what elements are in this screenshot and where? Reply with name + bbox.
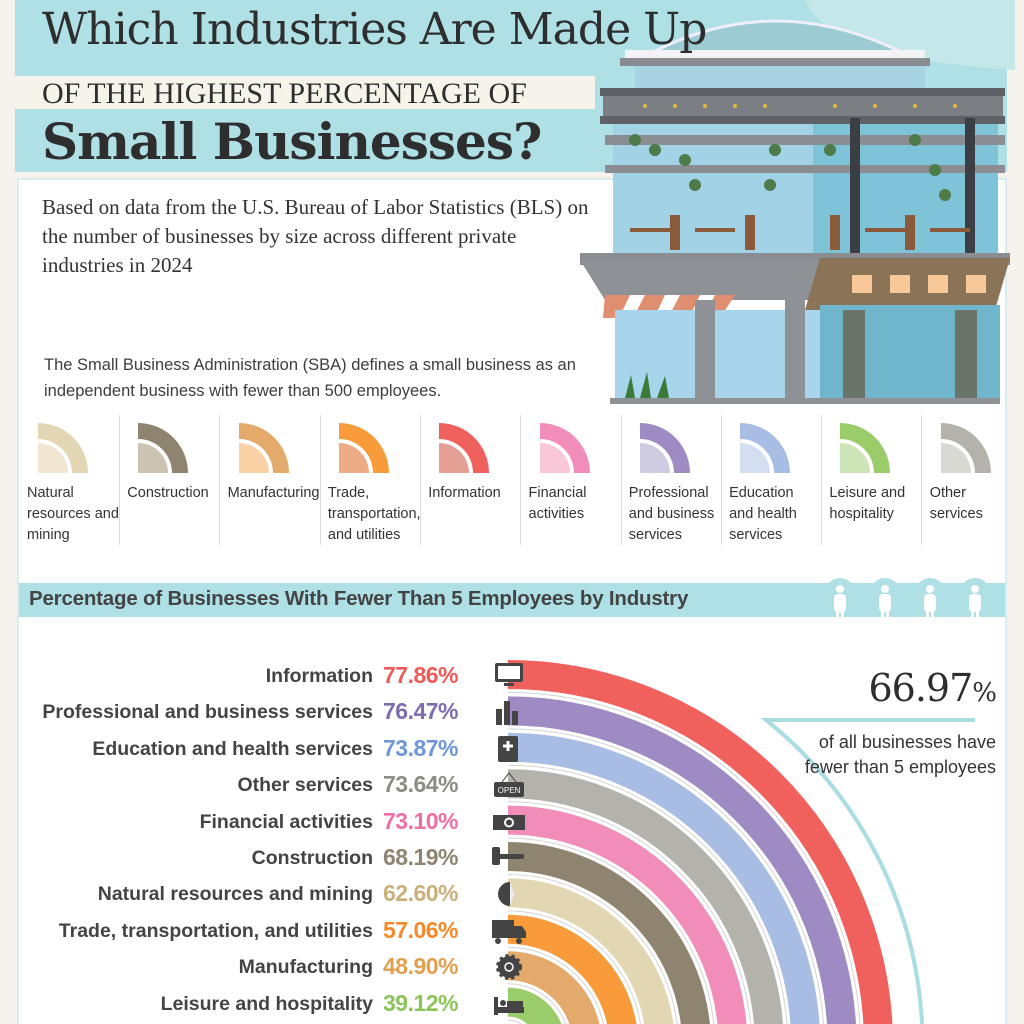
arc-bar <box>507 660 893 1024</box>
legend-item: Leisure and hospitality <box>822 415 923 545</box>
overall-note: of all businesses have fewer than 5 empl… <box>804 732 996 777</box>
legend-label: Leisure and hospitality <box>829 485 906 522</box>
quarter-arc-icon <box>138 423 189 473</box>
title-line-2: OF THE HIGHEST PERCENTAGE OF <box>42 77 527 110</box>
category-label: Financial activities <box>199 810 373 833</box>
medical-book-icon <box>498 735 518 762</box>
arc-bar <box>507 914 637 1024</box>
person-icon <box>960 578 990 620</box>
arc-divider <box>507 728 824 1024</box>
person-icon <box>825 578 855 620</box>
legend-item: Trade, transportation, and utilities <box>321 415 421 545</box>
arc-bar <box>507 769 783 1024</box>
title-line-3: Small Businesses? <box>42 112 542 171</box>
monitor-icon <box>495 663 523 686</box>
bed-icon <box>494 996 524 1015</box>
overall-percentage: 66.97% <box>820 666 997 710</box>
drop-icon <box>498 882 514 907</box>
arc-divider <box>507 1019 523 1024</box>
legend-label: Manufacturing <box>227 485 320 501</box>
value-label: 39.12% <box>383 989 459 1016</box>
quarter-arc-icon <box>840 423 891 473</box>
person-icon <box>915 578 945 620</box>
overall-unit: % <box>972 678 997 708</box>
truck-icon <box>492 919 526 944</box>
value-label: 73.87% <box>383 734 459 761</box>
arc-bar <box>507 732 820 1024</box>
value-label: 77.86% <box>383 662 459 688</box>
arc-bar <box>507 696 856 1024</box>
legend-label: Education and health services <box>729 485 797 543</box>
person-icon <box>870 578 900 620</box>
legend-item: Financial activities <box>522 415 622 545</box>
arc-divider <box>507 946 604 1024</box>
bar-chart-icon <box>496 701 518 726</box>
category-label: Information <box>265 665 373 687</box>
legend-label: Other services <box>929 485 983 522</box>
legend-item: Other services <box>923 415 1023 545</box>
value-label: 73.10% <box>383 807 459 834</box>
overall-value: 66.97 <box>868 666 973 710</box>
quarter-arc-icon <box>940 423 991 473</box>
section-title: Percentage of Businesses With Fewer Than… <box>29 587 689 610</box>
arc-bar <box>507 878 674 1024</box>
restaurant-building-illustration <box>580 0 1015 404</box>
arc-divider <box>507 983 567 1024</box>
money-icon <box>493 814 525 830</box>
arc-bar <box>507 805 747 1024</box>
title-line-1: Which Industries Are Made Up <box>42 4 707 55</box>
legend-label: Natural resources and mining <box>27 485 119 543</box>
quarter-arc-icon <box>639 423 690 473</box>
arc-divider <box>507 910 641 1024</box>
legend-label: Information <box>428 485 501 501</box>
category-label: Professional and business services <box>42 701 373 724</box>
value-label: 73.64% <box>383 771 459 798</box>
arc-divider <box>507 874 678 1024</box>
legend-label: Professional and business services <box>628 485 715 543</box>
legend-label: Trade, transportation, and utilities <box>327 485 421 543</box>
gear-icon <box>496 954 522 981</box>
hammer-icon <box>492 847 524 865</box>
value-label: 48.90% <box>383 953 459 980</box>
quarter-arc-icon <box>238 423 289 473</box>
legend-label: Construction <box>127 485 209 501</box>
legend-item: Information <box>421 415 522 545</box>
intro-text: Based on data from the U.S. Bureau of La… <box>42 195 589 277</box>
callout-line <box>760 718 975 1024</box>
legend-label: Financial activities <box>528 485 587 522</box>
arc-divider <box>507 764 788 1024</box>
open-sign-icon: OPEN <box>494 772 524 798</box>
category-label: Other services <box>237 774 373 797</box>
category-label: Natural resources and mining <box>97 883 373 906</box>
sba-definition: The Small Business Administration (SBA) … <box>44 356 576 400</box>
category-label: Construction <box>251 847 373 869</box>
arc-bar <box>507 951 600 1024</box>
arc-bar <box>507 842 710 1024</box>
category-label: Education and health services <box>92 737 373 760</box>
legend-item: Manufacturing <box>221 415 321 545</box>
value-label: 57.06% <box>383 916 459 943</box>
value-label: 62.60% <box>383 880 459 907</box>
legend-item: Construction <box>120 415 221 545</box>
arc-divider <box>507 801 751 1024</box>
legend-item: Education and health services <box>722 415 823 545</box>
category-label: Trade, transportation, and utilities <box>58 919 373 942</box>
subtitle-band <box>15 76 595 109</box>
legend-item: Natural resources and mining <box>20 415 120 545</box>
arc-divider <box>507 837 715 1024</box>
category-label: Leisure and hospitality <box>160 992 373 1015</box>
arc-divider <box>507 692 861 1024</box>
category-label: Manufacturing <box>238 956 373 979</box>
quarter-arc-icon <box>539 423 590 473</box>
quarter-arc-icon <box>38 423 88 473</box>
quarter-arc-icon <box>439 423 490 473</box>
svg-text:OPEN: OPEN <box>498 786 521 795</box>
quarter-arc-icon <box>740 423 791 473</box>
quarter-arc-icon <box>338 423 389 473</box>
legend-item: Professional and business services <box>622 415 722 545</box>
value-label: 76.47% <box>383 698 459 725</box>
value-label: 68.19% <box>383 844 459 870</box>
